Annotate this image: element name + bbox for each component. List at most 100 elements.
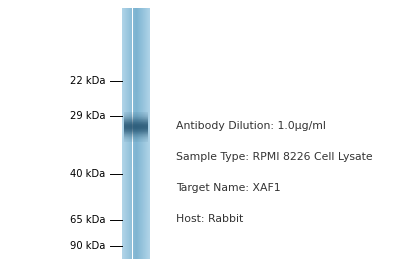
Bar [124,123,148,124]
Bar [122,230,150,234]
Bar [122,29,150,33]
Bar [122,201,150,205]
Bar [124,135,148,136]
Bar [122,242,150,246]
Bar [122,217,150,221]
Bar [124,134,148,135]
Bar [124,140,148,141]
Bar [122,58,150,62]
Bar [122,66,150,71]
Bar [122,62,150,66]
Bar [124,112,148,113]
Text: 29 kDa: 29 kDa [70,111,105,121]
Bar [122,92,150,96]
Bar [122,12,150,16]
Bar [122,167,150,171]
Bar [122,171,150,175]
Bar [122,192,150,196]
Bar [124,137,148,138]
Bar [124,127,148,128]
Bar [124,141,148,142]
Bar [122,46,150,50]
Bar [122,88,150,92]
Bar [122,108,150,113]
Bar [122,142,150,146]
Bar [122,175,150,179]
Bar [122,100,150,104]
Bar [122,21,150,25]
Text: 90 kDa: 90 kDa [70,241,105,251]
Bar [124,115,148,116]
Bar [122,146,150,150]
Bar [124,139,148,140]
Bar [124,136,148,137]
Bar [122,184,150,188]
Bar [124,130,148,131]
Bar [122,113,150,117]
Bar [122,83,150,88]
Bar [122,159,150,163]
Text: Sample Type: RPMI 8226 Cell Lysate: Sample Type: RPMI 8226 Cell Lysate [176,152,373,162]
Bar [122,125,150,129]
Bar [124,125,148,126]
Bar [124,114,148,115]
Bar [122,226,150,230]
Bar [124,138,148,139]
Bar [122,96,150,100]
Bar [124,124,148,125]
Bar [124,133,148,134]
Bar [122,209,150,213]
Text: Target Name: XAF1: Target Name: XAF1 [176,183,281,193]
Bar [122,41,150,46]
Bar [124,122,148,123]
Bar [122,16,150,21]
Bar [124,113,148,114]
Bar [122,25,150,29]
Bar [124,132,148,133]
Bar [122,33,150,37]
Bar [122,234,150,238]
Bar [122,150,150,154]
Bar [122,221,150,226]
Bar [122,79,150,83]
Bar [124,129,148,130]
Bar [122,154,150,159]
Bar [122,188,150,192]
Bar [124,117,148,118]
Bar [124,119,148,120]
Bar [122,129,150,134]
Bar [124,118,148,119]
Text: Host: Rabbit: Host: Rabbit [176,214,243,223]
Bar [122,117,150,121]
Text: Antibody Dilution: 1.0µg/ml: Antibody Dilution: 1.0µg/ml [176,121,326,131]
Text: 40 kDa: 40 kDa [70,168,105,179]
Bar [122,54,150,58]
Bar [122,179,150,184]
Bar [122,163,150,167]
Text: 22 kDa: 22 kDa [70,76,105,87]
Bar [122,138,150,142]
Bar [122,196,150,201]
Bar [122,255,150,259]
Bar [122,50,150,54]
Bar [122,71,150,75]
Bar [122,246,150,251]
Bar [122,238,150,242]
Bar [122,8,150,12]
Bar [122,251,150,255]
Bar [122,134,150,138]
Bar [124,126,148,127]
Bar [124,119,148,120]
Bar [122,213,150,217]
Bar [124,121,148,122]
Bar [122,205,150,209]
Bar [122,104,150,108]
Bar [124,116,148,117]
Bar [122,121,150,125]
Bar [124,131,148,132]
Bar [124,128,148,129]
Bar [122,75,150,79]
Bar [124,120,148,121]
Text: 65 kDa: 65 kDa [70,215,105,225]
Bar [122,37,150,41]
